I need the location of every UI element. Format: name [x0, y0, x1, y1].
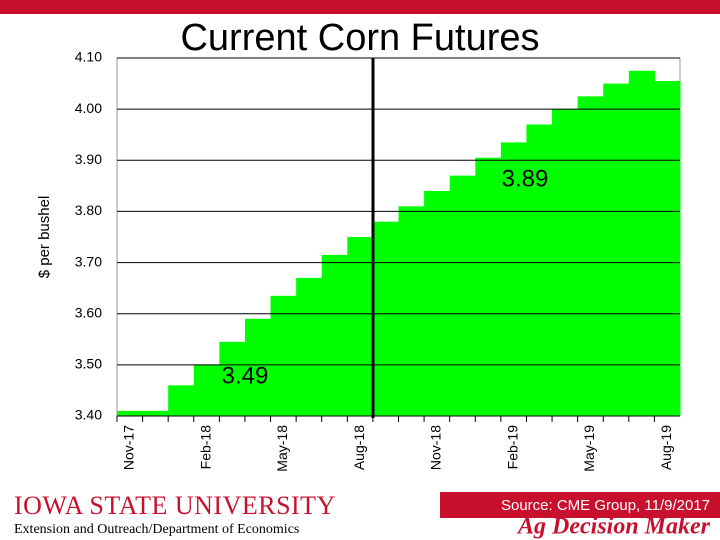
brand: Ag Decision Maker — [516, 514, 711, 540]
annotation: 3.89 — [502, 165, 549, 192]
x-tick-label: May-18 — [274, 425, 290, 472]
source-box — [440, 492, 720, 518]
step-bar — [117, 410, 144, 416]
y-tick-label: 3.40 — [75, 407, 102, 423]
source: Source: CME Group, 11/9/2017 — [501, 497, 710, 514]
chart-title: Current Corn Futures — [180, 17, 539, 59]
y-tick-label: 3.60 — [75, 304, 102, 320]
x-tick-label: Aug-18 — [351, 425, 367, 470]
step-bar — [654, 81, 681, 416]
step-bar — [500, 142, 527, 416]
y-tick-label: 3.80 — [75, 202, 102, 218]
step-bar — [577, 96, 604, 416]
step-bar — [424, 190, 451, 416]
university-name: Iowa State University — [14, 491, 336, 520]
top-band — [0, 0, 720, 14]
step-bar — [449, 175, 476, 416]
y-axis-label: $ per bushel — [36, 196, 53, 279]
step-bar — [603, 83, 630, 417]
y-tick-label: 4.10 — [75, 49, 102, 65]
plot — [116, 57, 681, 417]
y-tick-label: 4.00 — [75, 100, 102, 116]
step-bar — [219, 341, 246, 416]
x-tick-label: Aug-19 — [658, 425, 674, 470]
step-bar — [296, 277, 323, 416]
step-bar — [475, 157, 502, 416]
step-bar — [628, 70, 655, 417]
x-tick-label: May-19 — [581, 425, 597, 472]
step-bar — [321, 254, 348, 416]
x-tick-label: Feb-19 — [504, 425, 520, 470]
department: Extension and Outreach/Department of Eco… — [14, 522, 299, 537]
annotation: 3.49 — [222, 362, 269, 389]
step-bar — [526, 124, 553, 416]
x-tick-label: Nov-18 — [428, 425, 444, 470]
step-bar — [244, 318, 272, 416]
y-tick-label: 3.50 — [75, 356, 102, 372]
y-tick-label: 3.70 — [75, 253, 102, 269]
step-bar — [168, 385, 195, 416]
step-bar — [270, 295, 297, 416]
step-bar — [193, 364, 220, 416]
step-bar — [347, 237, 374, 416]
step-bar — [372, 221, 399, 416]
step-bar — [142, 410, 169, 416]
step-bar — [398, 206, 425, 416]
x-tick-label: Feb-18 — [197, 425, 213, 470]
y-tick-label: 3.90 — [75, 151, 102, 167]
x-tick-label: Nov-17 — [120, 425, 136, 470]
